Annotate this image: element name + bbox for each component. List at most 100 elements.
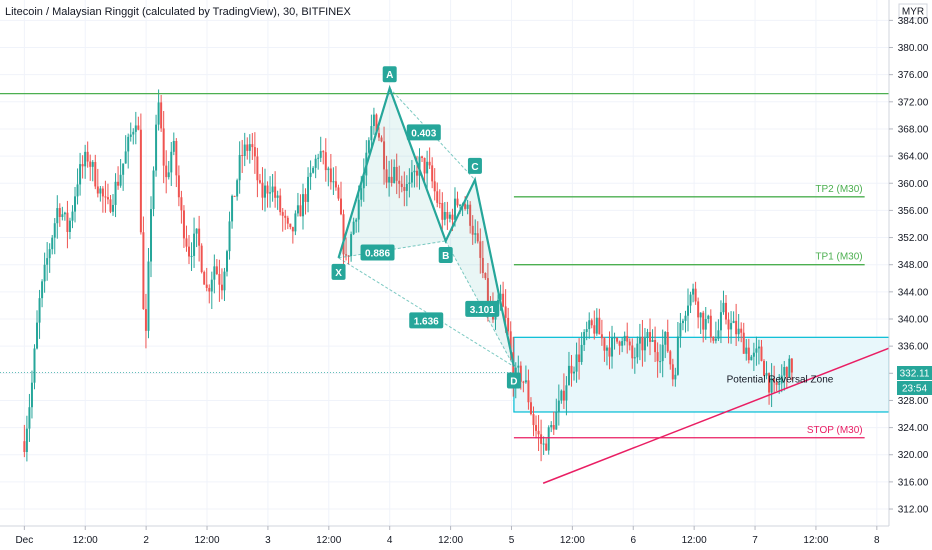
candle-body [768,373,771,393]
currency-badge [898,3,928,19]
time-tick-label: 12:00 [195,535,220,546]
candle-body [147,261,150,331]
candle-body [714,338,717,341]
candle-body [656,352,659,362]
price-axis[interactable] [889,0,932,550]
candle-body [284,215,287,218]
candle-body [398,180,401,184]
pattern-legs [337,84,515,367]
ratio-badge [360,244,395,261]
candle-body [448,214,451,219]
candle-body [545,443,548,451]
price-tick-label: 328.00 [898,396,929,407]
candle-body [410,172,413,183]
candle-body [225,251,228,272]
candle-body [765,373,768,376]
candle-body [540,434,543,444]
point-label-d: D [510,377,517,388]
candle-body [674,374,677,380]
candle-body [681,320,684,324]
candle-body [697,301,700,318]
candle-body [81,164,84,167]
harmonic-pattern[interactable]: 0.403 0.886 1.636 3.101 X A B C D [331,66,521,389]
candle-body [745,347,748,354]
candle-body [757,346,760,349]
candle-body [712,336,715,341]
candle-body [535,425,538,431]
candle-body [727,319,730,330]
candle-body [314,158,317,168]
candle-body [522,381,525,383]
candle-body [274,186,277,198]
candle-body [122,163,125,175]
candle-body [664,332,667,345]
candle-body [375,114,378,134]
candle-body [36,322,39,349]
candle-body [339,198,342,215]
candle-body [616,337,619,342]
price-tick-label: 344.00 [898,287,929,298]
candle-body [182,210,185,239]
last-price: 332.11 [900,369,930,380]
level-tp1-label: TP1 (M30) [815,252,862,263]
price-tick-label: 348.00 [898,260,929,271]
candle-body [76,184,79,197]
candle-body [790,358,793,373]
candle-body [494,314,497,320]
candle-body [636,343,639,358]
time-ticks: Dec 12:00 2 12:00 3 12:00 4 12:00 5 12:00 6 12:00 7 1… [15,526,880,546]
candle-body [780,375,783,384]
candle-body [763,360,766,376]
point-label-b: B [442,251,449,262]
candle-body [28,407,31,429]
candle-body [193,233,196,256]
candle-body [324,152,327,171]
time-tick-label: Dec [15,535,33,546]
candle-body [152,170,155,210]
candle-body [529,402,532,415]
candle-body [484,273,487,279]
candle-body [162,128,165,166]
candle-body [405,183,408,191]
candle-body [426,161,429,174]
candle-body [719,312,722,331]
price-tick-label: 384.00 [898,16,929,27]
candle-body [63,212,66,215]
candle-body [124,151,127,164]
trendline[interactable] [542,347,890,484]
time-axis[interactable] [0,526,889,550]
candle-body [301,194,304,217]
candle-body [345,254,348,256]
candle-body [71,211,74,221]
price-tick-label: 340.00 [898,314,929,325]
candle-body [752,352,755,357]
candle-body [114,181,117,205]
candle-body [112,204,115,212]
candle-body [150,209,153,262]
candle-body [329,168,332,183]
candle-body [134,125,137,132]
candle-body [600,334,603,339]
candle-body [585,329,588,332]
candle-body [334,181,337,188]
candle-body [428,161,431,166]
candle-body [241,155,244,157]
candle-body [507,317,510,332]
time-tick-label: 12:00 [316,535,341,546]
candle-body [350,234,353,257]
point-badge-a [382,66,397,83]
candle-body [106,197,109,200]
candle-body [101,188,104,197]
candle-body [281,212,284,216]
candle-body [46,258,49,265]
point-label-c: C [471,162,478,173]
price-tick-label: 312.00 [898,505,929,516]
time-tick-label: 12:00 [73,535,98,546]
candle-body [342,214,345,255]
ratio-label: 0.403 [411,128,436,139]
candle-body [519,365,522,382]
pattern-triangle [445,179,514,367]
candle-body [96,186,99,194]
candle-body [476,233,479,242]
